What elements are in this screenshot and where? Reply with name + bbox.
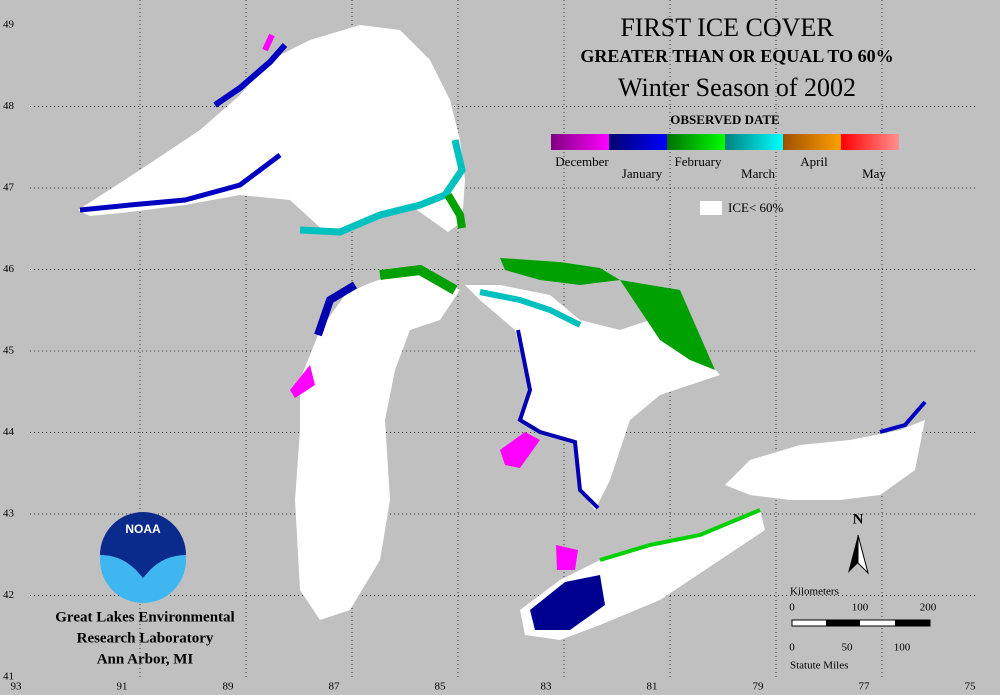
lake-michigan <box>295 270 460 620</box>
legend-swatch <box>725 134 783 150</box>
mile-label: 50 <box>842 642 854 654</box>
ice-edge <box>516 329 600 510</box>
scale: 0 100 200 0 50 100 <box>789 602 937 654</box>
longitude-label: 87 <box>329 681 341 693</box>
latitude-label: 42 <box>3 589 14 601</box>
longitude-label: 81 <box>647 681 658 693</box>
institution: Great Lakes Environmental <box>55 609 234 625</box>
lake-ontario <box>725 420 925 500</box>
ice-edge <box>314 281 358 337</box>
lake-huron <box>465 285 720 510</box>
legend-swatch <box>841 134 899 150</box>
legend: December January February March April May <box>551 134 899 181</box>
mile-label: 0 <box>789 642 795 654</box>
latitude-label: 41 <box>3 671 14 683</box>
legend-swatch <box>783 134 841 150</box>
ice-saginaw <box>500 432 540 468</box>
ice-erie-dec <box>556 545 578 570</box>
latitude-label: 45 <box>3 345 15 357</box>
north-arrow <box>848 535 858 573</box>
ice-edge <box>213 43 288 108</box>
ice-edge <box>479 289 582 328</box>
scale-bar <box>895 620 930 626</box>
subtitle: GREATER THAN OR EQUAL TO 60% <box>580 46 893 66</box>
ice-west-erie <box>530 575 605 630</box>
legend-label: February <box>675 154 722 169</box>
ice-edge <box>79 153 282 213</box>
noaa-logo <box>100 512 186 578</box>
ice-swatch <box>700 201 722 215</box>
latitude-label: 43 <box>3 508 15 520</box>
mile-label: 100 <box>894 642 911 654</box>
institution: Research Laboratory <box>77 630 214 646</box>
legend-title: OBSERVED DATE <box>670 112 779 127</box>
ice-edge <box>290 365 315 398</box>
ice-edge <box>599 508 761 562</box>
legend-label: January <box>622 166 663 181</box>
latitude-label: 48 <box>3 100 15 112</box>
scale-miles: Statute Miles <box>790 660 848 672</box>
km-label: 0 <box>789 602 795 614</box>
latitude-label: 44 <box>3 426 15 438</box>
noaa-text: NOAA <box>125 522 161 536</box>
latitude-label: 47 <box>3 182 15 194</box>
legend-label: May <box>862 166 886 181</box>
legend-swatch <box>609 134 667 150</box>
ice-north-channel <box>500 258 620 285</box>
ice-edge <box>879 400 927 434</box>
longitude-label: 91 <box>117 681 128 693</box>
ice-edge <box>299 139 466 236</box>
latitude-label: 46 <box>3 263 15 275</box>
ice-edge <box>444 192 466 229</box>
ice-edge <box>262 33 275 52</box>
km-label: 200 <box>920 602 937 614</box>
north-arrow <box>857 534 869 575</box>
ice-edge <box>379 264 458 295</box>
longitude-label: 89 <box>223 681 235 693</box>
north-label: N <box>853 511 864 527</box>
longitude-label: 77 <box>859 681 871 693</box>
title: FIRST ICE COVER <box>620 13 834 42</box>
longitude-label: 93 <box>11 681 23 693</box>
longitude-label: 85 <box>435 681 447 693</box>
ice-georgian-bay <box>620 280 715 370</box>
legend-label: March <box>741 166 775 181</box>
institution: Ann Arbor, MI <box>97 651 194 667</box>
legend-swatch <box>551 134 609 150</box>
legend-label: December <box>555 154 609 169</box>
legend-label: April <box>800 154 828 169</box>
season: Winter Season of 2002 <box>618 73 856 102</box>
lake-superior <box>78 25 465 232</box>
scale-title: Kilometers <box>790 586 839 598</box>
km-label: 100 <box>852 602 869 614</box>
legend-swatch <box>667 134 725 150</box>
longitude-label: 79 <box>753 681 765 693</box>
longitude-label: 83 <box>541 681 553 693</box>
scale-bar <box>826 620 860 626</box>
ice-label: ICE< 60% <box>728 200 784 215</box>
longitude-label: 75 <box>965 681 977 693</box>
latitude-label: 49 <box>3 19 15 31</box>
